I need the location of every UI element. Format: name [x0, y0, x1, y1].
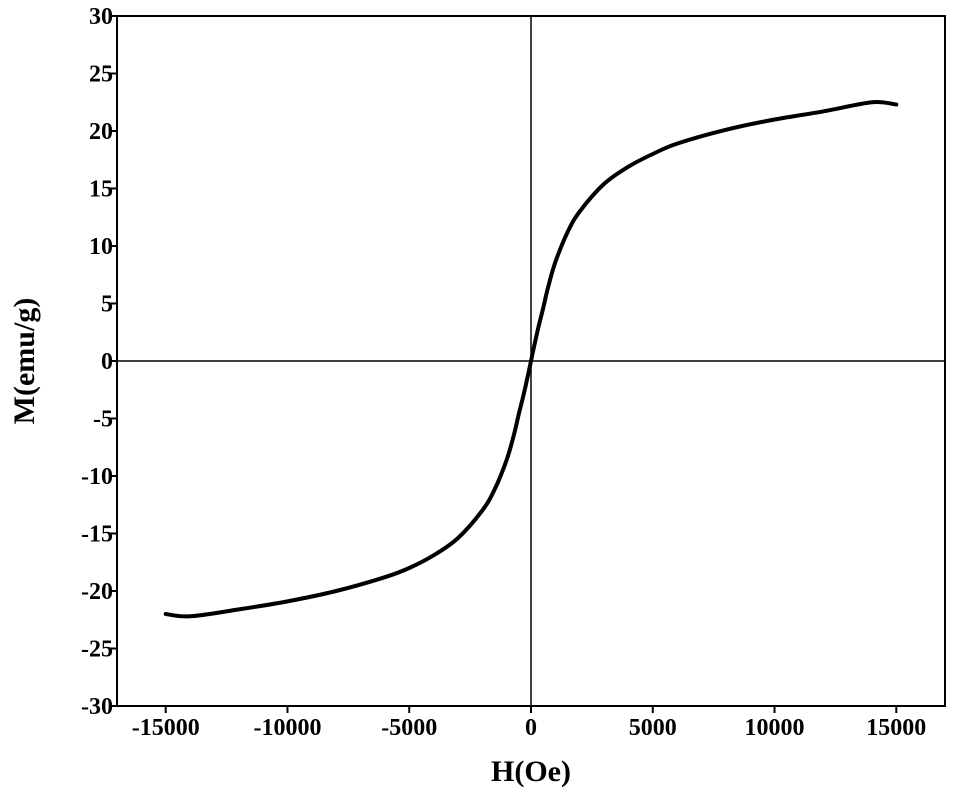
y-tick-label: -30 — [81, 694, 113, 720]
x-tick-label: -5000 — [381, 715, 437, 741]
x-axis-ticks: -15000 -10000 -5000 0 5000 10000 15000 — [132, 706, 926, 741]
y-tick-label: 15 — [89, 177, 113, 203]
x-tick-label: -15000 — [132, 715, 200, 741]
y-tick-label: -5 — [93, 407, 113, 433]
series-line — [163, 100, 899, 619]
y-axis-label: M(emu/g) — [8, 298, 41, 425]
y-tick-label: -10 — [81, 464, 113, 490]
x-tick-label: 15000 — [866, 715, 926, 741]
x-tick-label: -10000 — [253, 715, 321, 741]
x-tick-label: 5000 — [629, 715, 677, 741]
x-tick-label: 10000 — [745, 715, 805, 741]
y-tick-label: 20 — [89, 119, 113, 145]
y-tick-label: -20 — [81, 579, 113, 605]
y-axis-ticks: -30 -25 -20 -15 -10 -5 0 5 10 15 20 25 30 — [81, 4, 117, 720]
y-tick-label: -15 — [81, 522, 113, 548]
x-tick-label: 0 — [525, 715, 537, 741]
x-axis-label: H(Oe) — [491, 755, 571, 788]
y-tick-label: 0 — [101, 349, 113, 375]
y-tick-label: 5 — [101, 292, 113, 318]
y-tick-label: -25 — [81, 637, 113, 663]
y-tick-label: 25 — [89, 62, 113, 88]
y-tick-label: 30 — [89, 4, 113, 30]
series-group — [163, 100, 899, 619]
y-tick-label: 10 — [89, 234, 113, 260]
